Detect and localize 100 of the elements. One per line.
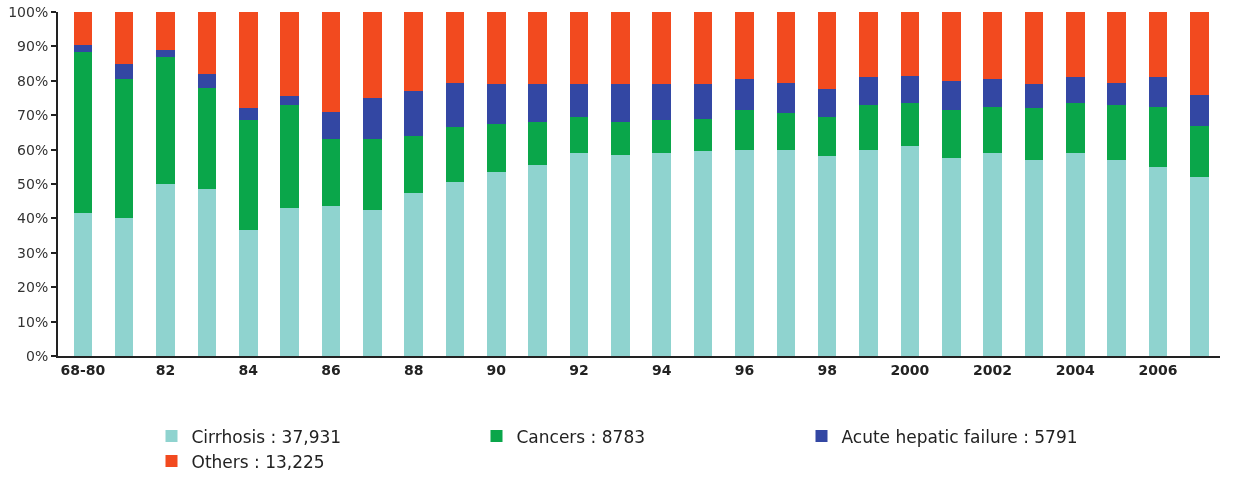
bar bbox=[362, 209, 382, 356]
bar bbox=[1065, 103, 1085, 154]
bar bbox=[1148, 106, 1168, 167]
bar bbox=[156, 56, 175, 184]
bar bbox=[1107, 159, 1126, 356]
bar bbox=[652, 120, 672, 154]
legend-label: Others : 13,225 bbox=[191, 451, 325, 472]
bar bbox=[404, 91, 423, 136]
bar bbox=[321, 206, 341, 356]
x-tick-label: 92 bbox=[569, 361, 589, 378]
bar bbox=[238, 12, 258, 109]
x-tick-label: 68-80 bbox=[60, 361, 106, 378]
bar bbox=[611, 12, 630, 85]
bar bbox=[693, 151, 713, 356]
bar bbox=[197, 189, 217, 356]
bar bbox=[652, 84, 672, 121]
bar bbox=[487, 123, 506, 172]
bar bbox=[611, 154, 630, 356]
bar bbox=[1065, 12, 1085, 78]
bar bbox=[983, 12, 1002, 80]
bar bbox=[900, 146, 920, 356]
bar bbox=[1190, 94, 1209, 126]
bar bbox=[528, 84, 547, 123]
bar bbox=[280, 104, 299, 209]
bar bbox=[900, 103, 920, 147]
bar bbox=[611, 122, 630, 155]
bar bbox=[693, 118, 713, 152]
bar bbox=[197, 12, 217, 74]
y-tick-label: 70% bbox=[17, 107, 49, 124]
y-tick-label: 20% bbox=[17, 279, 49, 296]
bar bbox=[735, 12, 754, 80]
bar bbox=[569, 84, 589, 117]
bar bbox=[735, 110, 754, 150]
bar bbox=[487, 12, 506, 85]
bar bbox=[735, 79, 754, 111]
x-tick-label: 94 bbox=[652, 361, 672, 378]
x-tick-label: 2002 bbox=[973, 361, 1013, 378]
x-tick-label: 88 bbox=[403, 361, 424, 378]
bar bbox=[238, 120, 258, 231]
bar bbox=[569, 116, 589, 154]
bar bbox=[652, 153, 672, 356]
bar bbox=[114, 79, 134, 219]
bar bbox=[941, 110, 961, 159]
y-tick-label: 100% bbox=[8, 3, 49, 20]
x-tick-label: 86 bbox=[321, 361, 341, 378]
bar bbox=[941, 80, 961, 111]
bar bbox=[693, 12, 713, 85]
bar bbox=[404, 192, 423, 356]
bar bbox=[445, 82, 465, 128]
bar bbox=[859, 12, 878, 78]
bar bbox=[1190, 12, 1209, 95]
bar bbox=[941, 158, 961, 356]
bar bbox=[1148, 77, 1168, 107]
bar bbox=[776, 82, 796, 114]
x-tick-label: 90 bbox=[486, 361, 507, 378]
bar bbox=[362, 12, 382, 98]
bar bbox=[652, 12, 672, 85]
bar bbox=[1148, 166, 1168, 356]
bar bbox=[1024, 159, 1044, 356]
x-tick-label: 98 bbox=[817, 361, 837, 378]
bar bbox=[238, 108, 258, 121]
bar bbox=[776, 12, 796, 83]
x-tick-label: 96 bbox=[734, 361, 755, 378]
bar bbox=[1107, 12, 1126, 83]
bar bbox=[321, 111, 341, 140]
legend-label: Cirrhosis : 37,931 bbox=[191, 426, 342, 447]
bar bbox=[1024, 12, 1044, 85]
y-tick-label: 30% bbox=[17, 244, 49, 261]
bar bbox=[1024, 84, 1044, 109]
bar bbox=[362, 139, 382, 210]
bar bbox=[73, 44, 93, 52]
legend-label: Cancers : 8783 bbox=[516, 426, 646, 447]
bar bbox=[528, 12, 547, 85]
bar bbox=[859, 77, 878, 105]
bar bbox=[156, 12, 175, 50]
bar bbox=[404, 135, 423, 193]
bar bbox=[445, 12, 465, 83]
y-tick-label: 10% bbox=[17, 313, 49, 330]
y-tick-label: 90% bbox=[17, 38, 49, 55]
bar bbox=[445, 127, 465, 183]
y-tick-label: 50% bbox=[17, 175, 49, 192]
bar bbox=[1065, 77, 1085, 104]
bar bbox=[280, 96, 299, 105]
bar bbox=[280, 208, 299, 356]
legend-label: Acute hepatic failure : 5791 bbox=[841, 426, 1078, 447]
bar bbox=[156, 49, 175, 57]
bar bbox=[487, 171, 506, 356]
bar bbox=[1107, 82, 1126, 105]
bar bbox=[197, 73, 217, 88]
bar bbox=[817, 89, 837, 117]
bar bbox=[321, 12, 341, 112]
bar bbox=[569, 12, 589, 85]
x-tick-label: 2006 bbox=[1138, 361, 1178, 378]
y-tick-label: 60% bbox=[17, 141, 49, 158]
bar bbox=[569, 153, 589, 356]
bar bbox=[1148, 12, 1168, 78]
bar bbox=[900, 75, 920, 104]
bar bbox=[73, 213, 93, 356]
bar bbox=[859, 104, 878, 150]
x-tick-label: 2004 bbox=[1055, 361, 1096, 378]
